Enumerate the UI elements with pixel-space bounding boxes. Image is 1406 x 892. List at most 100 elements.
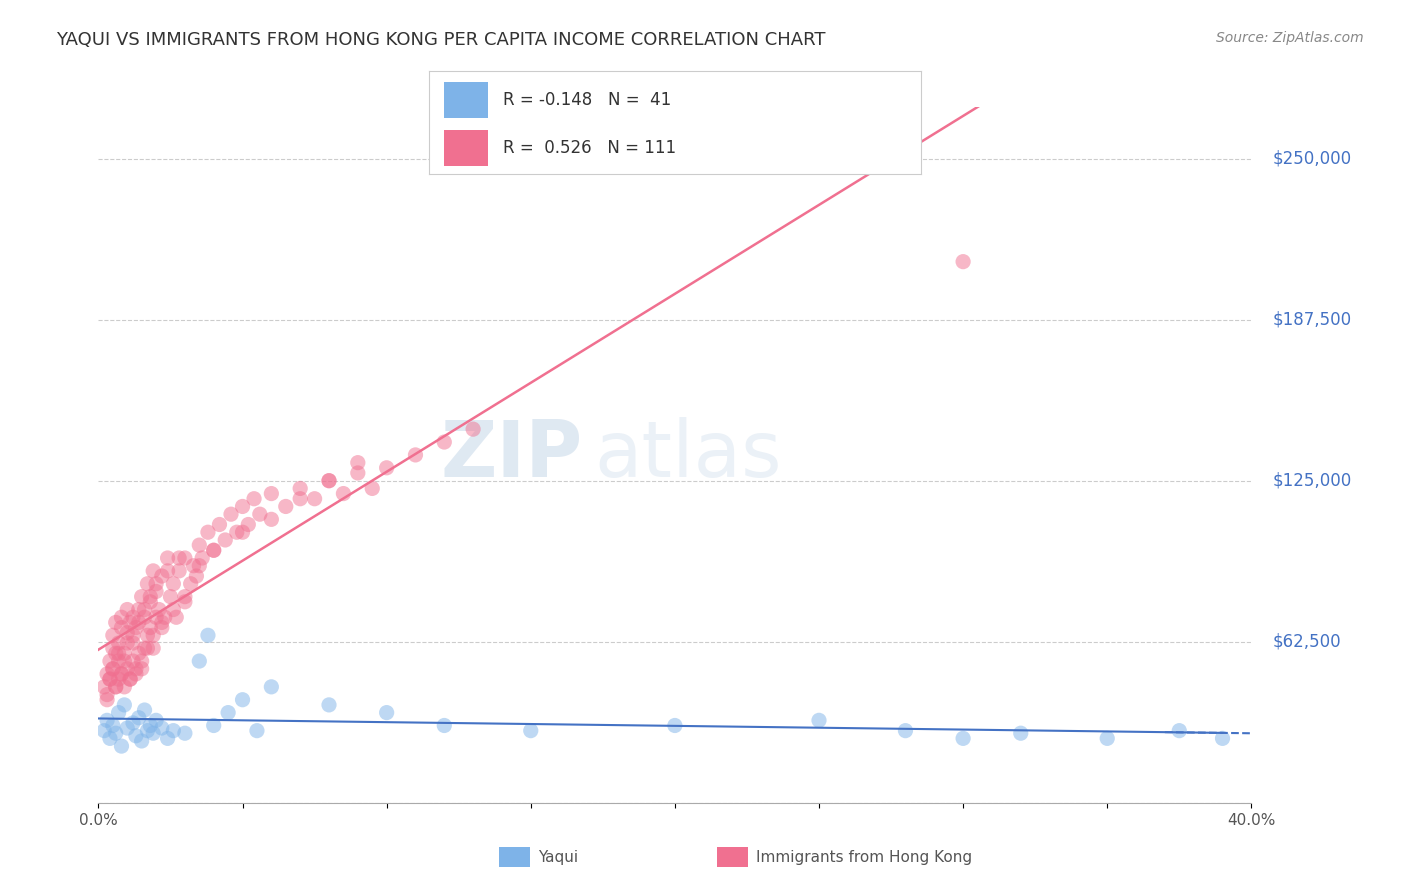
Point (128, 646, 150, 660)
Point (104, 615, 127, 630)
Point (117, 636, 138, 650)
Text: Yaqui: Yaqui (538, 850, 579, 864)
Point (136, 723, 159, 738)
Point (405, 448, 427, 462)
Point (188, 558, 211, 573)
Point (110, 739, 132, 753)
Point (101, 662, 124, 676)
Point (150, 721, 173, 735)
Point (150, 569, 173, 583)
Point (98, 672, 121, 686)
Point (128, 602, 150, 616)
Point (664, 718, 686, 732)
Point (107, 646, 129, 660)
Point (1212, 731, 1234, 746)
Point (180, 576, 202, 591)
Point (290, 491, 312, 506)
Text: $125,000: $125,000 (1272, 472, 1351, 490)
Point (101, 641, 124, 656)
Point (433, 435, 456, 450)
Point (104, 680, 127, 694)
Point (952, 254, 974, 268)
Point (894, 723, 917, 738)
Point (96, 667, 118, 681)
Point (139, 590, 162, 604)
Point (318, 474, 340, 488)
Text: YAQUI VS IMMIGRANTS FROM HONG KONG PER CAPITA INCOME CORRELATION CHART: YAQUI VS IMMIGRANTS FROM HONG KONG PER C… (56, 31, 825, 49)
Text: R = -0.148   N =  41: R = -0.148 N = 41 (503, 91, 671, 109)
Point (520, 723, 543, 738)
Point (107, 636, 129, 650)
Point (375, 706, 398, 720)
Point (120, 615, 142, 630)
Point (145, 610, 167, 624)
Point (120, 672, 142, 686)
Point (112, 680, 135, 694)
Point (174, 595, 197, 609)
Point (125, 729, 148, 743)
Point (117, 721, 138, 735)
FancyBboxPatch shape (444, 82, 488, 118)
Point (136, 576, 159, 591)
Point (122, 628, 145, 642)
Point (128, 615, 150, 630)
Point (807, 714, 830, 728)
Point (125, 662, 148, 676)
Point (107, 654, 129, 668)
Point (167, 564, 190, 578)
Point (98, 672, 121, 686)
Point (150, 615, 173, 630)
Point (197, 525, 219, 540)
Point (148, 602, 170, 616)
Point (122, 715, 145, 730)
Point (139, 621, 162, 635)
Point (1168, 723, 1191, 738)
Point (1097, 731, 1119, 746)
Point (214, 533, 236, 547)
Point (112, 698, 135, 712)
Point (150, 621, 173, 635)
Point (174, 726, 197, 740)
Point (304, 491, 326, 506)
Point (952, 731, 974, 746)
Point (131, 734, 153, 748)
Point (110, 621, 132, 635)
Text: Immigrants from Hong Kong: Immigrants from Hong Kong (756, 850, 973, 864)
Point (197, 628, 219, 642)
Point (125, 621, 148, 635)
FancyBboxPatch shape (717, 847, 748, 867)
Point (243, 491, 266, 506)
Point (231, 692, 254, 706)
Point (159, 590, 181, 604)
Text: atlas: atlas (595, 417, 782, 493)
Point (174, 551, 197, 566)
Point (110, 667, 132, 681)
Point (238, 517, 260, 532)
Point (145, 714, 167, 728)
Point (202, 718, 225, 732)
Point (153, 610, 176, 624)
Point (156, 731, 179, 746)
Point (101, 662, 124, 676)
Point (110, 610, 132, 624)
Point (225, 525, 247, 540)
Point (93, 680, 115, 694)
Point (142, 726, 165, 740)
Text: R =  0.526   N = 111: R = 0.526 N = 111 (503, 139, 676, 157)
Point (134, 602, 156, 616)
Point (361, 482, 384, 496)
Point (104, 680, 127, 694)
Point (122, 654, 145, 668)
Point (98, 654, 121, 668)
Point (142, 641, 165, 656)
Point (346, 466, 368, 480)
Point (136, 628, 159, 642)
Point (260, 512, 283, 526)
Text: ZIP: ZIP (440, 417, 582, 493)
Point (101, 628, 124, 642)
Point (174, 590, 197, 604)
Point (93, 723, 115, 738)
Point (202, 543, 225, 558)
Point (246, 723, 269, 738)
Point (156, 551, 179, 566)
